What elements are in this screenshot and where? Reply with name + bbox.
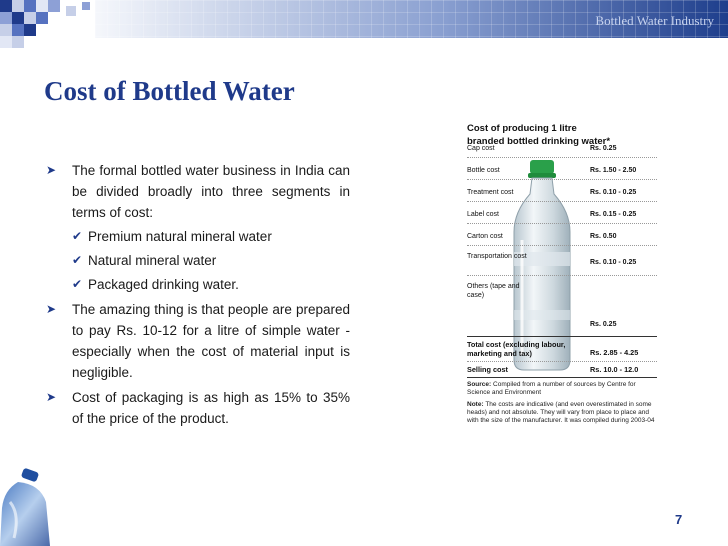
sub-bullet-text: Premium natural mineral water <box>88 229 272 244</box>
cost-value: Rs. 0.50 <box>590 233 617 240</box>
row-divider <box>467 361 657 362</box>
bullet-text: The formal bottled water business in Ind… <box>72 163 350 220</box>
sub-bullet-item: ✔ Premium natural mineral water <box>46 226 350 247</box>
total-cost-value: Rs. 2.85 - 4.25 <box>590 348 639 357</box>
cost-label: Transportation cost <box>467 253 527 260</box>
cost-label: Carton cost <box>467 233 503 240</box>
bullet-text: Cost of packaging is as high as 15% to 3… <box>72 390 350 426</box>
cost-infographic: Cost of producing 1 litre branded bottle… <box>464 122 660 444</box>
header-band <box>95 0 728 38</box>
row-divider <box>467 201 657 202</box>
slide-number: 7 <box>675 512 683 527</box>
bottle-decoration-icon <box>0 468 50 546</box>
note-label: Note: <box>467 401 484 408</box>
header-grid <box>95 0 728 38</box>
slide-title: Cost of Bottled Water <box>44 76 295 106</box>
cost-label: Bottle cost <box>467 167 500 174</box>
check-bullet-icon: ✔ <box>72 277 83 291</box>
cost-value: Rs. 0.25 <box>590 145 617 152</box>
infographic-title-line: Cost of producing 1 litre <box>467 123 577 134</box>
bullet-item: ➤ Cost of packaging is as high as 15% to… <box>46 387 350 429</box>
water-bottle-icon <box>513 160 571 371</box>
arrow-bullet-icon: ➤ <box>46 302 57 316</box>
note-text: The costs are indicative (and even overe… <box>467 401 655 424</box>
infographic-title-line: branded bottled drinking water* <box>467 136 611 147</box>
row-divider <box>467 275 657 276</box>
arrow-bullet-icon: ➤ <box>46 163 57 177</box>
infographic-title: Cost of producing 1 litre branded bottle… <box>467 122 657 148</box>
check-bullet-icon: ✔ <box>72 253 83 267</box>
section-divider <box>467 336 657 337</box>
source-label: Source: <box>467 381 492 388</box>
cost-value: Rs. 1.50 - 2.50 <box>590 167 637 174</box>
cost-value: Rs. 0.15 - 0.25 <box>590 211 637 218</box>
bullet-list: ➤ The formal bottled water business in I… <box>46 160 350 429</box>
sub-bullet-text: Packaged drinking water. <box>88 277 239 292</box>
cost-label: Treatment cost <box>467 189 514 196</box>
row-divider <box>467 245 657 246</box>
source-note: Source: Compiled from a number of source… <box>467 381 657 397</box>
header-title: Bottled Water Industry <box>595 13 714 28</box>
row-divider <box>467 157 657 158</box>
cost-label: Others (tape and case) <box>467 283 520 299</box>
total-cost-label: Total cost (excluding labour, marketing … <box>467 340 566 358</box>
selling-cost-value: Rs. 10.0 - 12.0 <box>590 365 639 374</box>
cost-label: Label cost <box>467 211 499 218</box>
row-divider <box>467 179 657 180</box>
check-bullet-icon: ✔ <box>72 229 83 243</box>
row-divider <box>467 223 657 224</box>
sub-bullet-text: Natural mineral water <box>88 253 217 268</box>
cost-value: Rs. 0.10 - 0.25 <box>590 189 637 196</box>
sub-bullet-item: ✔ Packaged drinking water. <box>46 274 350 295</box>
cost-value: Rs. 0.10 - 0.25 <box>590 259 637 266</box>
bullet-text: The amazing thing is that people are pre… <box>72 302 350 380</box>
selling-cost-label: Selling cost <box>467 365 508 374</box>
cost-value: Rs. 0.25 <box>590 321 617 328</box>
cost-label: Cap cost <box>467 145 495 152</box>
source-text: Compiled from a number of sources by Cen… <box>467 381 636 396</box>
arrow-bullet-icon: ➤ <box>46 390 57 404</box>
bullet-item: ➤ The amazing thing is that people are p… <box>46 299 350 383</box>
disclaimer-note: Note: The costs are indicative (and even… <box>467 401 657 425</box>
sub-bullet-item: ✔ Natural mineral water <box>46 250 350 271</box>
bullet-item: ➤ The formal bottled water business in I… <box>46 160 350 223</box>
section-divider <box>467 377 657 378</box>
